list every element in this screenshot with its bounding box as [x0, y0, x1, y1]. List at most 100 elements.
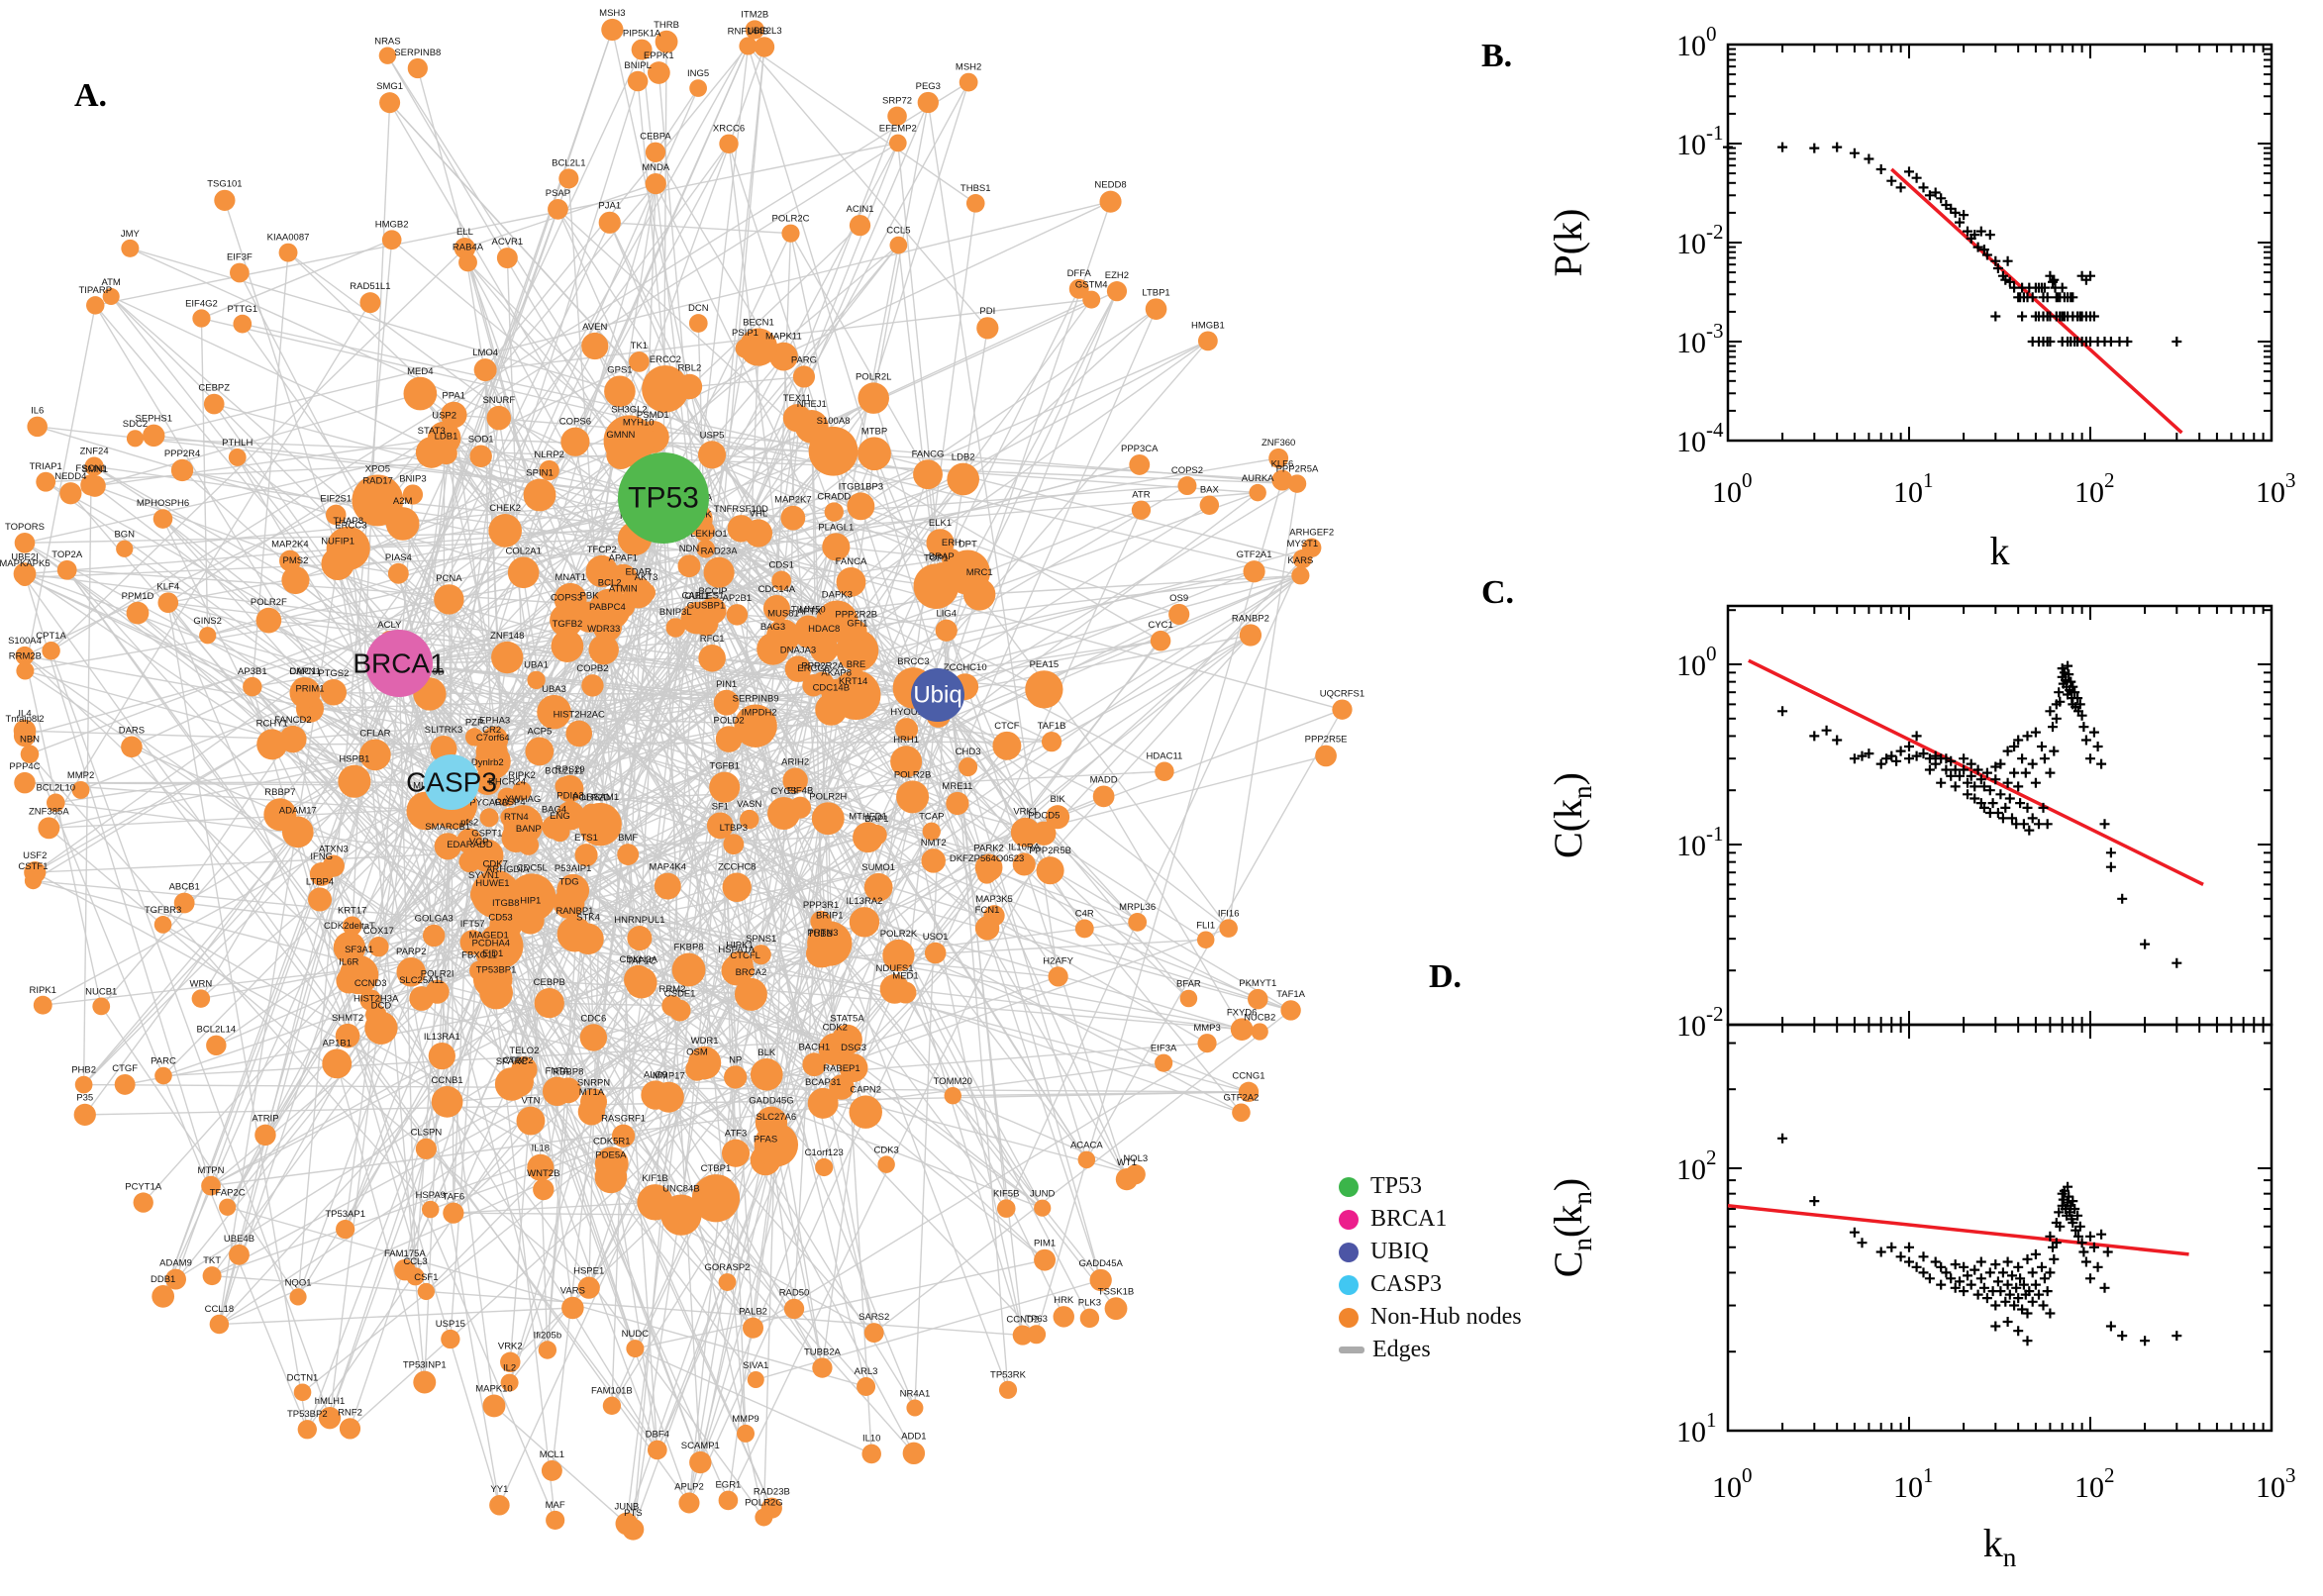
node-label: VASN [737, 799, 761, 810]
y-tick-label: 10-3 [1676, 319, 1724, 359]
node-label: FBXO11 [461, 949, 497, 960]
node-label: PDI [979, 306, 995, 317]
node-label: EFEMP2 [879, 124, 917, 135]
node-label: EIF3A [1151, 1044, 1177, 1054]
node-label: PEA15 [1030, 659, 1060, 670]
node-label: PLEKHO1 [684, 529, 728, 540]
node-label: SMN1 [82, 464, 108, 475]
ubiq-node-icon [1339, 1242, 1359, 1262]
node-label: EDAR [625, 567, 652, 578]
node-label: NMT2 [921, 838, 947, 848]
hub-nodes-layer: TP53 BRCA1 CASP3 Ubiq [353, 452, 964, 810]
node-label: TFAP2C [210, 1188, 246, 1199]
node-label: EIF4B [787, 786, 813, 797]
node-label: SARS2 [858, 1312, 889, 1323]
node-label: CCL3 [403, 1256, 427, 1267]
node-label: PTHLH [222, 438, 252, 449]
node-label: MAP3K5 [975, 894, 1013, 905]
hub-node-casp3 [424, 754, 479, 810]
node-label: HRK [1054, 1295, 1074, 1306]
legend-item-edges: Edges [1339, 1334, 1522, 1366]
node-label: HIP1 [520, 896, 541, 907]
node-label: PPP3CA [1121, 444, 1159, 454]
node-label: LRSAM1 [581, 792, 619, 803]
node-label: BCL2L11 [545, 766, 583, 777]
node-label: ERH [942, 538, 961, 549]
node-label: BRIP1 [816, 910, 843, 921]
charts: 100 101 102 10310010-110-210-310-4P(k)k1001… [1546, 22, 2296, 1572]
svg-text:101: 101 [1893, 468, 1934, 509]
node-label: BIK [1050, 794, 1065, 805]
legend-label: UBIQ [1370, 1239, 1429, 1264]
brca1-node-icon [1339, 1209, 1359, 1230]
node-label: ADAM17 [279, 806, 317, 817]
node-label: JMY [121, 229, 141, 240]
node-label: PKMYT1 [1239, 978, 1276, 989]
fit-line [1890, 167, 2183, 435]
node-label: UQCRFS1 [1320, 689, 1364, 700]
node-label: DCN [688, 303, 709, 314]
node-label: COPS3 [551, 592, 582, 603]
node-label: PBK [580, 591, 600, 602]
node-label: EID1 [482, 948, 503, 959]
node-label: ATR [1132, 490, 1150, 501]
y-axis-title: P(k) [1546, 209, 1590, 277]
node-label: TOP2A [51, 549, 83, 560]
node-label: NOL3 [1123, 1153, 1148, 1164]
node-label: NLRP2 [534, 449, 564, 460]
node-label: TDG [559, 876, 579, 887]
node-label: BCL2L14 [197, 1025, 237, 1036]
node-label: GTF2A1 [1237, 549, 1272, 560]
node-label: IMPDH2 [742, 707, 777, 718]
node-label: RAD23B [754, 1487, 790, 1498]
node-label: ERCC6 [797, 663, 829, 674]
node-label: TK1 [631, 341, 648, 351]
node-label: MT1A [579, 1087, 605, 1098]
node-label: PIN1 [716, 679, 737, 690]
node-label: BNIP3L [659, 607, 692, 618]
node-label: PZP [465, 717, 483, 728]
node-label: CDKN2A [619, 954, 657, 965]
node-label: ARHGDIA [486, 864, 530, 875]
node-label: BECN1 [743, 317, 774, 328]
node-label: SF3A1 [345, 945, 373, 955]
hub-node-tp53 [618, 452, 709, 544]
node-label: AP3B1 [238, 666, 267, 677]
node-label: NEDD4 [54, 471, 86, 482]
node-label: ATM [102, 277, 121, 288]
node-label: APAF1 [609, 553, 638, 564]
node-label: DHCR24 [488, 777, 526, 788]
node-label: JUND [1030, 1189, 1055, 1200]
node-label: FAM175A [384, 1248, 426, 1259]
node-label: TP53AP1 [325, 1209, 365, 1220]
node-label: RCHY1 [256, 718, 288, 729]
node-label: RBBP8 [553, 1066, 583, 1077]
node-label: SUMO1 [861, 862, 895, 873]
node-label: TNFRSF10D [714, 504, 768, 515]
node-label: ETS1 [574, 833, 598, 844]
node-label: COX17 [363, 926, 394, 937]
node-label: AKT3 [635, 572, 658, 583]
node-label: DBF4 [646, 1430, 669, 1441]
node-label: FNTA [546, 1066, 570, 1077]
node-label: DSG3 [841, 1043, 866, 1053]
node-label: LMO4 [472, 348, 498, 358]
svg-text:101: 101 [1893, 1463, 1934, 1504]
node-label: POLR2G [745, 1498, 783, 1509]
node-label: SMARCB1 [425, 822, 470, 833]
node-label: PSAP [546, 188, 570, 199]
node-label: RNF144B [728, 26, 769, 37]
node-label: C7orf64 [476, 733, 510, 744]
scatter-points [1777, 660, 2182, 968]
node-label: RANBP2 [1232, 613, 1269, 624]
node-label: HSPA1A [718, 945, 755, 955]
node-label: BLK [758, 1047, 776, 1058]
node-label: GADD45G [749, 1096, 793, 1107]
node-label: RRM2 [659, 984, 686, 995]
node-label: ZNF24 [80, 447, 109, 457]
panel-a-label: A. [74, 77, 108, 114]
node-label: PDIA3 [556, 790, 583, 801]
node-label: CDK5R1 [593, 1136, 631, 1147]
tp53-node-icon [1339, 1176, 1359, 1197]
node-label: GINS2 [193, 616, 222, 627]
